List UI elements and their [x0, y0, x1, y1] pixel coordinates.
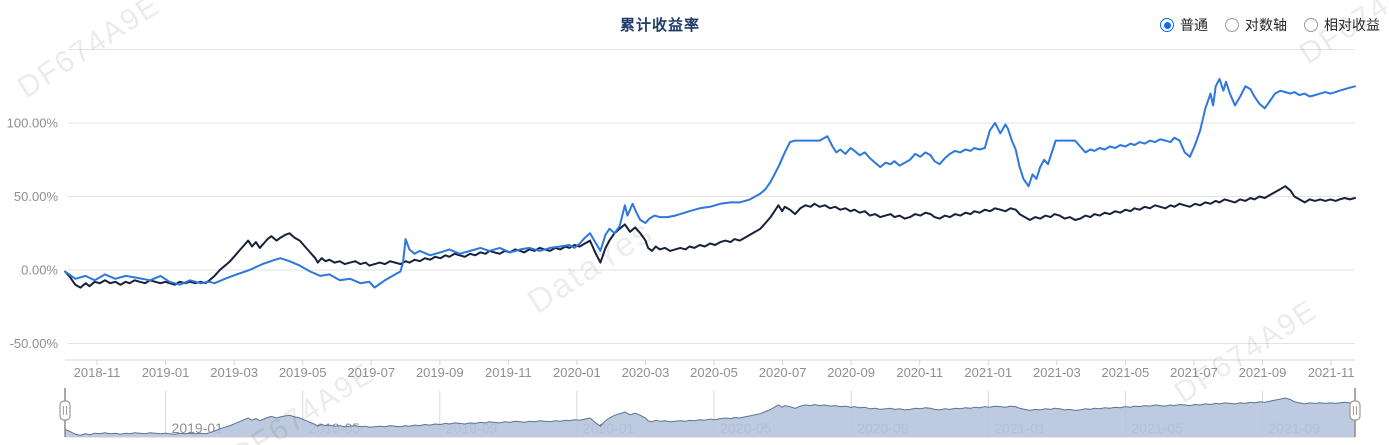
x-axis-label: 2020-09 — [827, 365, 875, 380]
radio-unselected-icon — [1225, 18, 1239, 32]
x-axis-label: 2021-05 — [1102, 365, 1150, 380]
radio-unselected-icon — [1304, 18, 1318, 32]
radio-label: 相对收益 — [1324, 17, 1380, 33]
x-axis-label: 2019-03 — [210, 365, 258, 380]
x-axis-label: 2020-05 — [690, 365, 738, 380]
x-axis-label: 2019-11 — [485, 365, 532, 380]
x-axis-label: 2020-07 — [759, 365, 807, 380]
chart-mode-radio-group: 普通 对数轴 相对收益 — [1160, 15, 1380, 35]
x-axis-label: 2021-07 — [1170, 365, 1218, 380]
chart-title: 累计收益率 — [619, 17, 700, 34]
x-axis-label: 2019-01 — [142, 365, 190, 380]
x-axis-label: 2019-09 — [416, 365, 464, 380]
datazoom-track[interactable] — [65, 390, 1355, 437]
plot-area[interactable] — [65, 40, 1355, 360]
series-line-dark — [64, 185, 1356, 289]
x-axis-label: 2020-11 — [896, 365, 943, 380]
y-axis-label: 100.00% — [7, 116, 59, 131]
x-axis-label: 2021-11 — [1308, 365, 1355, 380]
radio-option-1[interactable]: 对数轴 — [1225, 15, 1287, 35]
x-axis-label: 2018-11 — [74, 365, 121, 380]
slider-preview-area — [65, 398, 1355, 437]
x-axis-label: 2020-01 — [553, 365, 601, 380]
datazoom-right-handle[interactable] — [1349, 400, 1361, 421]
radio-option-0[interactable]: 普通 — [1160, 15, 1208, 35]
radio-option-2[interactable]: 相对收益 — [1304, 15, 1380, 35]
y-axis-label: 50.00% — [14, 189, 59, 204]
series-line-blue — [64, 77, 1356, 289]
x-axis-label: 2021-01 — [964, 365, 1012, 380]
y-axis-label: -50.00% — [10, 336, 59, 351]
radio-label: 普通 — [1180, 17, 1208, 33]
radio-label: 对数轴 — [1245, 17, 1287, 33]
x-axis-label: 2019-05 — [279, 365, 327, 380]
y-axis-label: 0.00% — [21, 263, 58, 278]
radio-dot — [1163, 21, 1171, 29]
x-axis-label: 2020-03 — [622, 365, 670, 380]
datazoom-left-handle[interactable] — [59, 400, 71, 421]
x-axis-label: 2021-09 — [1239, 365, 1287, 380]
radio-selected-icon — [1160, 18, 1174, 32]
slider-preview-line — [64, 397, 1356, 436]
x-axis-label: 2019-07 — [347, 365, 395, 380]
x-axis-label: 2021-03 — [1033, 365, 1081, 380]
